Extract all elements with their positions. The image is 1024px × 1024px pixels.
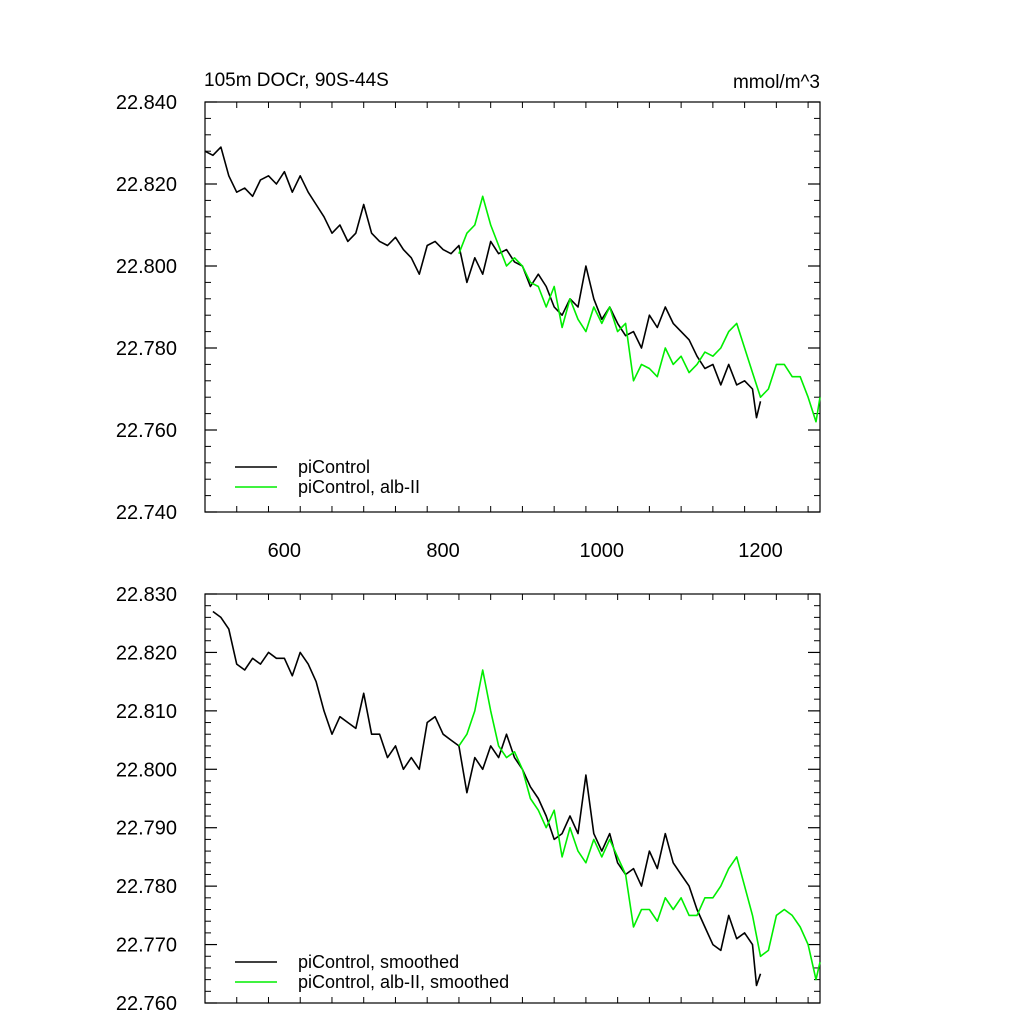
y-tick-label: 22.780	[116, 876, 177, 898]
series-line-picontrol	[212, 610, 762, 987]
x-tick-label: 600	[268, 540, 301, 562]
y-tick-label: 22.840	[116, 92, 177, 114]
series-line-picontrol-alb-ii	[458, 669, 821, 981]
bottom-plot-panel: 22.760 22.770 22.780 22.790 22.800 22.810 22.8…	[116, 584, 821, 1015]
units-label: mmol/m^3	[733, 72, 820, 93]
y-tick-label: 22.780	[116, 338, 177, 360]
legend-label: piControl	[298, 457, 370, 477]
plot-frame	[204, 101, 821, 513]
top-plot-panel: 22.740 22.760 22.780 22.800 22.820 22.840 600 8…	[116, 92, 821, 562]
series-line-picontrol	[204, 146, 762, 419]
legend-label: piControl, smoothed	[298, 952, 459, 972]
y-tick-label: 22.740	[116, 502, 177, 524]
chart-title: 105m DOCr, 90S-44S	[204, 70, 389, 91]
x-tick-label: 800	[426, 540, 459, 562]
y-tick-label: 22.760	[116, 993, 177, 1015]
y-tick-label: 22.820	[116, 642, 177, 664]
y-tick-label: 22.820	[116, 174, 177, 196]
y-tick-label: 22.760	[116, 420, 177, 442]
plot-frame	[204, 593, 821, 1004]
y-tick-label: 22.800	[116, 256, 177, 278]
legend-label: piControl, alb-II	[298, 477, 420, 497]
y-tick-label: 22.790	[116, 818, 177, 840]
x-tick-label: 1000	[580, 540, 625, 562]
y-tick-label: 22.830	[116, 584, 177, 606]
series-line-picontrol-alb-ii	[458, 195, 821, 423]
y-tick-label: 22.810	[116, 701, 177, 723]
legend-label: piControl, alb-II, smoothed	[298, 972, 509, 992]
y-tick-label: 22.800	[116, 759, 177, 781]
x-tick-label: 1200	[738, 540, 783, 562]
y-tick-label: 22.770	[116, 935, 177, 957]
